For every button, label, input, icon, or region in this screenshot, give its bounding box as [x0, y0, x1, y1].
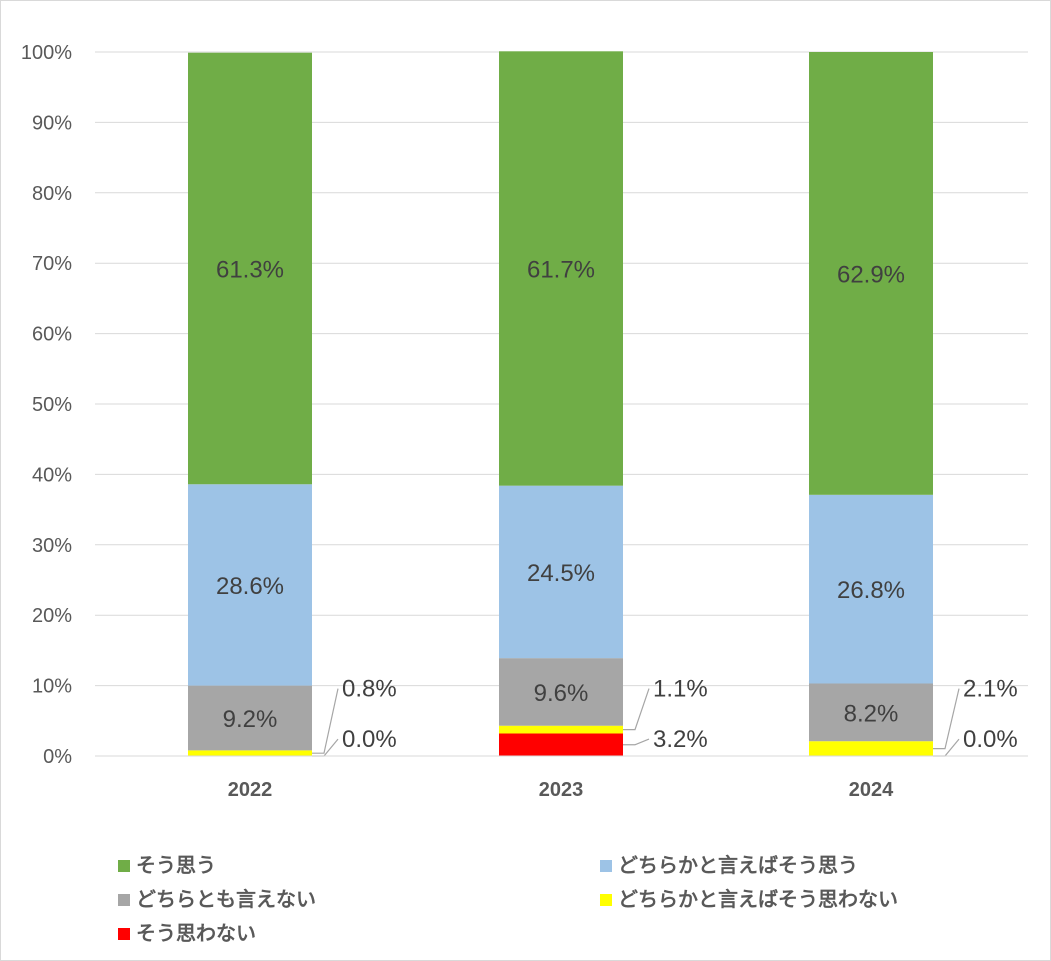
leader-line [312, 688, 339, 754]
legend-swatch [600, 860, 612, 872]
data-label: 61.3% [216, 256, 284, 283]
legend-label: そう思う [136, 853, 216, 877]
data-label: 9.6% [534, 680, 589, 707]
bar-segment-2023-1 [499, 733, 623, 756]
x-category-label: 2022 [228, 779, 273, 801]
legend-swatch [118, 894, 130, 906]
data-label-callout: 0.0% [963, 726, 1018, 753]
bar-segment-2022-5 [188, 52, 312, 485]
bar-segment-2023-3 [499, 658, 623, 726]
data-label-callout: 2.1% [963, 676, 1018, 703]
x-category-label: 2024 [849, 779, 894, 801]
legend-label: そう思わない [136, 921, 256, 945]
bar-segment-2024-3 [809, 683, 933, 742]
bar-segment-2022-3 [188, 685, 312, 751]
legend-swatch [600, 894, 612, 906]
bar-segment-2023-2 [499, 725, 623, 734]
y-tick-label: 20% [32, 605, 72, 627]
leader-line [933, 738, 960, 757]
leader-line [623, 688, 650, 731]
bar-segment-2022-2 [188, 750, 312, 756]
y-tick-label: 30% [32, 535, 72, 557]
legend-label: どちらかと言えばそう思う [618, 853, 858, 877]
bar-segment-2022-4 [188, 484, 312, 686]
y-tick-label: 60% [32, 324, 72, 346]
bar-segment-2024-4 [809, 494, 933, 684]
data-label: 24.5% [527, 560, 595, 587]
data-label-callout: 0.8% [342, 676, 397, 703]
data-label-callout: 0.0% [342, 726, 397, 753]
bar-segment-2024-2 [809, 741, 933, 756]
bar-segment-2023-5 [499, 51, 623, 486]
legend-label: どちらかと言えばそう思わない [618, 887, 898, 911]
leader-line [933, 688, 960, 750]
data-label-callout: 3.2% [653, 726, 708, 753]
y-tick-label: 50% [32, 394, 72, 416]
data-label: 26.8% [837, 577, 905, 604]
y-tick-label: 80% [32, 183, 72, 205]
x-category-label: 2023 [539, 779, 584, 801]
data-label: 62.9% [837, 261, 905, 288]
y-tick-label: 100% [21, 42, 72, 64]
bar-segment-2023-4 [499, 485, 623, 659]
y-tick-label: 0% [43, 746, 72, 768]
y-tick-label: 90% [32, 112, 72, 134]
legend-label: どちらとも言えない [136, 887, 316, 911]
data-label: 28.6% [216, 573, 284, 600]
bar-segment-2024-5 [809, 52, 933, 495]
legend-swatch [118, 928, 130, 940]
y-tick-label: 10% [32, 676, 72, 698]
y-tick-label: 70% [32, 253, 72, 275]
legend-swatch [118, 860, 130, 872]
data-label: 9.2% [223, 706, 278, 733]
data-label-callout: 1.1% [653, 676, 708, 703]
y-tick-label: 40% [32, 464, 72, 486]
data-label: 8.2% [844, 700, 899, 727]
data-label: 61.7% [527, 256, 595, 283]
leader-line [623, 738, 650, 746]
